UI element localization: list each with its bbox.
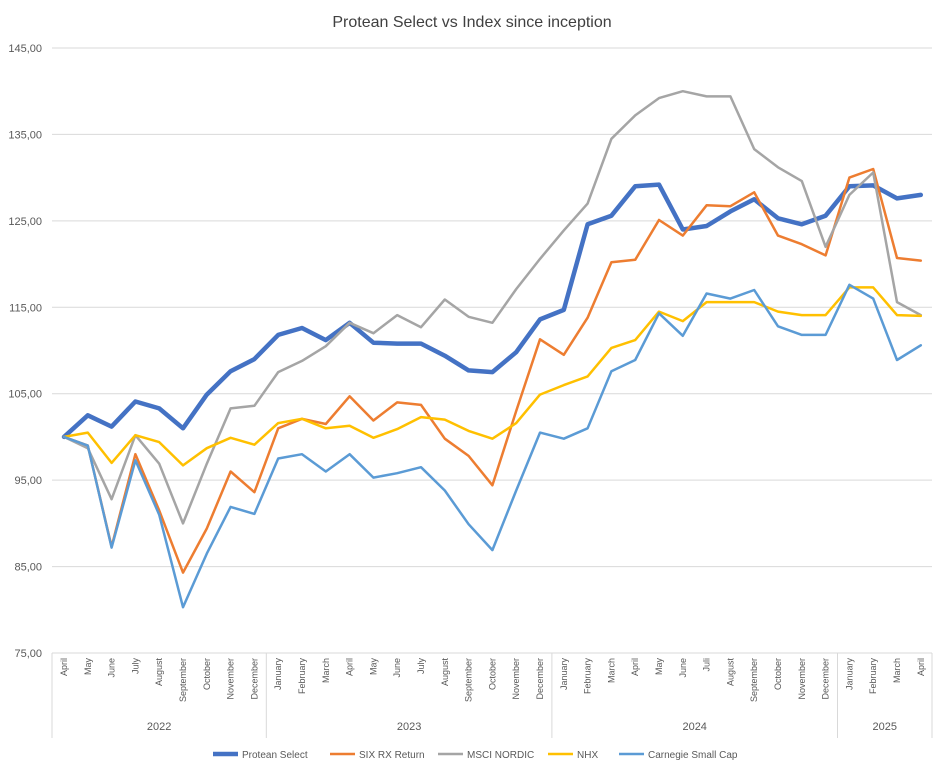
x-tick-label: December <box>821 658 831 700</box>
x-tick-label: March <box>321 658 331 683</box>
x-tick-label: February <box>868 658 878 695</box>
year-label: 2024 <box>682 721 706 733</box>
chart-title: Protean Select vs Index since inception <box>332 14 611 31</box>
y-tick-label: 115,00 <box>9 302 42 314</box>
x-tick-label: Juli <box>702 658 712 672</box>
series-line-nhx <box>62 286 923 467</box>
x-tick-label: September <box>178 658 188 702</box>
x-tick-label: January <box>273 658 283 691</box>
legend-label-carnegie-small-cap: Carnegie Small Cap <box>648 750 738 761</box>
y-axis: 75,00 85,00 95,00 105,00 115,00 125,00 135,00 1… <box>8 43 42 660</box>
x-tick-label: February <box>297 658 307 695</box>
x-tick-label: May <box>83 658 93 676</box>
x-axis: April May June July August September October No… <box>51 652 933 738</box>
x-tick-label: October <box>773 658 783 690</box>
x-tick-label: January <box>559 658 569 691</box>
x-tick-label: April <box>345 658 355 676</box>
year-label: 2025 <box>873 721 897 733</box>
gridlines <box>52 47 932 654</box>
y-tick-label: 105,00 <box>8 389 42 401</box>
x-tick-label: July <box>416 658 426 675</box>
x-tick-label: March <box>606 658 616 683</box>
x-tick-label: May <box>654 658 664 676</box>
y-tick-label: 75,00 <box>14 648 42 660</box>
legend: Protean Select SIX RX Return MSCI NORDIC NH… <box>213 750 738 761</box>
x-tick-label: January <box>844 658 854 691</box>
y-tick-label: 135,00 <box>8 129 42 141</box>
x-tick-label: December <box>249 658 259 700</box>
x-tick-label: June <box>107 658 117 678</box>
x-tick-label: October <box>487 658 497 690</box>
year-label: 2023 <box>397 721 421 733</box>
x-tick-label: November <box>797 658 807 700</box>
series-lines <box>61 89 924 609</box>
y-tick-label: 125,00 <box>8 216 42 228</box>
series-line-six-rx-return <box>62 167 923 574</box>
series-line-carnegie-small-cap <box>62 283 923 609</box>
x-tick-label: April <box>630 658 640 676</box>
x-tick-label: February <box>583 658 593 695</box>
legend-label-nhx: NHX <box>577 750 598 761</box>
x-tick-label: May <box>368 658 378 676</box>
x-tick-label: April <box>59 658 69 676</box>
legend-label-protean-select: Protean Select <box>242 750 308 761</box>
x-tick-label: June <box>392 658 402 678</box>
y-tick-label: 145,00 <box>8 43 42 55</box>
x-tick-label: November <box>226 658 236 700</box>
x-tick-label: July <box>130 658 140 675</box>
series-line-protean-select <box>61 182 924 440</box>
x-tick-label: June <box>678 658 688 678</box>
year-label: 2022 <box>147 721 171 733</box>
x-tick-label: September <box>464 658 474 702</box>
x-tick-label: November <box>511 658 521 700</box>
legend-label-six-rx-return: SIX RX Return <box>359 750 425 761</box>
legend-label-msci-nordic: MSCI NORDIC <box>467 750 534 761</box>
series-line-msci-nordic <box>62 89 923 525</box>
x-tick-label: August <box>725 658 735 687</box>
x-tick-label: March <box>892 658 902 683</box>
y-tick-label: 85,00 <box>14 562 42 574</box>
y-tick-label: 95,00 <box>14 475 42 487</box>
x-tick-label: August <box>154 658 164 687</box>
x-tick-label: December <box>535 658 545 700</box>
x-tick-label: October <box>202 658 212 690</box>
x-tick-label: April <box>916 658 926 676</box>
x-tick-label: September <box>749 658 759 702</box>
x-tick-label: August <box>440 658 450 687</box>
